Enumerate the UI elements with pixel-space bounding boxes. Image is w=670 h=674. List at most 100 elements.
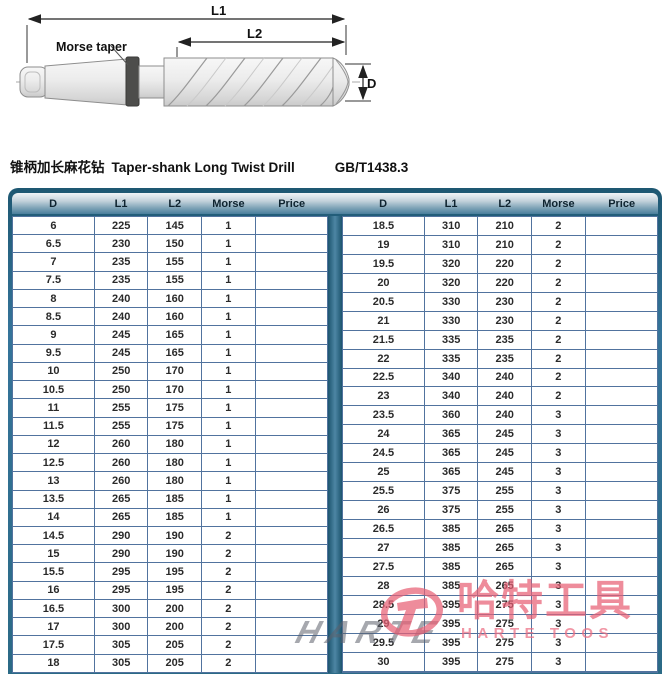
- table-cell: 295: [93, 562, 149, 582]
- table-cell: 2: [530, 386, 586, 407]
- table-cell: 23.5: [342, 405, 425, 426]
- table-cell: 265: [93, 489, 149, 509]
- table-cell: 230: [477, 291, 532, 312]
- table-row: 9.5 245 165 1: [12, 343, 329, 363]
- table-cell: 320: [423, 253, 479, 274]
- table-cell: 20: [342, 272, 425, 293]
- table-cell: [254, 380, 329, 400]
- column-header-d: D: [49, 197, 58, 210]
- table-cell: 2: [200, 598, 256, 619]
- table-cell: 165: [147, 325, 202, 345]
- table-cell: 3: [530, 575, 586, 596]
- table-row: 17.5 305 205 2: [12, 635, 329, 655]
- dim-label-l2: L2: [247, 26, 262, 41]
- table-cell: 1: [200, 252, 256, 272]
- table-cell: 6: [12, 215, 95, 236]
- column-header-l2: L2: [168, 197, 182, 210]
- table-cell: 18: [12, 653, 95, 674]
- table-cell: 12.5: [12, 453, 95, 473]
- page-title: 锥柄加长麻花钻 Taper-shank Long Twist Drill GB/…: [10, 156, 665, 176]
- table-header-band: D L1 L2 Morse Price D L1 L2 Morse Price: [12, 193, 658, 214]
- table-cell: 310: [423, 234, 479, 255]
- column-header-morse: Morse: [212, 197, 245, 210]
- table-cell: 8.5: [12, 307, 95, 327]
- table-row: 15.5 295 195 2: [12, 562, 329, 582]
- table-cell: [254, 598, 329, 619]
- right-table-headers: D L1 L2 Morse Price: [342, 193, 658, 214]
- table-cell: 10.5: [12, 380, 95, 400]
- table-cell: 260: [93, 434, 149, 455]
- table-cell: 3: [530, 443, 586, 464]
- table-cell: 225: [93, 215, 149, 236]
- table-cell: [423, 670, 479, 673]
- table-cell: [584, 462, 659, 483]
- drill-taper-shank: [44, 58, 128, 106]
- title-standard: GB/T1438.3: [334, 160, 409, 175]
- table-cell: [254, 398, 329, 418]
- table-cell: 1: [200, 307, 256, 327]
- table-cell: 185: [147, 507, 202, 527]
- table-cell: 1: [200, 380, 256, 400]
- table-cell: 385: [423, 575, 479, 596]
- table-cell: 2: [530, 234, 586, 255]
- table-cell: 395: [423, 613, 479, 634]
- column-header-l1: L1: [444, 197, 458, 210]
- table-cell: 155: [147, 270, 202, 290]
- table-cell: [584, 272, 659, 293]
- table-cell: 2: [530, 367, 586, 388]
- table-cell: 395: [423, 632, 479, 653]
- table-cell: 260: [93, 453, 149, 473]
- table-cell: 24.5: [342, 443, 425, 464]
- table-cell: [584, 253, 659, 274]
- table-cell: 2: [200, 635, 256, 655]
- table-row: 21.5 335 235 2: [342, 329, 659, 350]
- table-cell: 195: [147, 562, 202, 582]
- table-cell: 2: [200, 544, 256, 564]
- table-cell: 275: [477, 632, 532, 653]
- table-cell: 375: [423, 500, 479, 520]
- table-cell: [254, 580, 329, 600]
- drill-tip-edges: [335, 59, 349, 105]
- table-cell: 235: [477, 329, 532, 350]
- table-row: 10 250 170 1: [12, 361, 329, 382]
- table-cell: 13: [12, 471, 95, 491]
- table-cell: 245: [93, 325, 149, 345]
- table-cell: 210: [477, 216, 532, 236]
- table-cell: 220: [477, 253, 532, 274]
- table-row: 26 375 255 3: [342, 500, 659, 520]
- table-cell: 26: [342, 500, 425, 520]
- table-cell: 235: [93, 270, 149, 290]
- table-row: 8.5 240 160 1: [12, 307, 329, 327]
- table-cell: 21: [342, 310, 425, 331]
- table-cell: [584, 500, 659, 520]
- table-cell: 25: [342, 462, 425, 483]
- table-cell: [254, 489, 329, 509]
- table-cell: 29: [342, 613, 425, 634]
- table-cell: [254, 653, 329, 674]
- table-cell: [254, 215, 329, 236]
- table-cell: 385: [423, 537, 479, 558]
- table-row: 21 330 230 2: [342, 310, 659, 331]
- table-cell: 29.5: [342, 632, 425, 653]
- table-cell: [584, 556, 659, 577]
- table-cell: 200: [147, 598, 202, 619]
- table-cell: 16: [12, 580, 95, 600]
- table-row: 6 225 145 1: [12, 215, 329, 236]
- table-cell: 2: [530, 329, 586, 350]
- table-cell: 335: [423, 348, 479, 369]
- table-cell: 160: [147, 288, 202, 309]
- table-cell: 2: [200, 653, 256, 674]
- column-header-morse: Morse: [542, 197, 575, 210]
- drill-diagram: L1 L2 D Morse taper: [16, 3, 376, 107]
- table-row: [342, 670, 659, 673]
- table-cell: 220: [477, 272, 532, 293]
- table-cell: 150: [147, 234, 202, 254]
- table-cell: [342, 670, 425, 673]
- table-cell: [254, 544, 329, 564]
- table-cell: 3: [530, 594, 586, 615]
- table-row: 22.5 340 240 2: [342, 367, 659, 388]
- table-row: 29 395 275 3: [342, 613, 659, 634]
- table-row: 22 335 235 2: [342, 348, 659, 369]
- table-cell: 30: [342, 651, 425, 672]
- table-cell: 2: [530, 253, 586, 274]
